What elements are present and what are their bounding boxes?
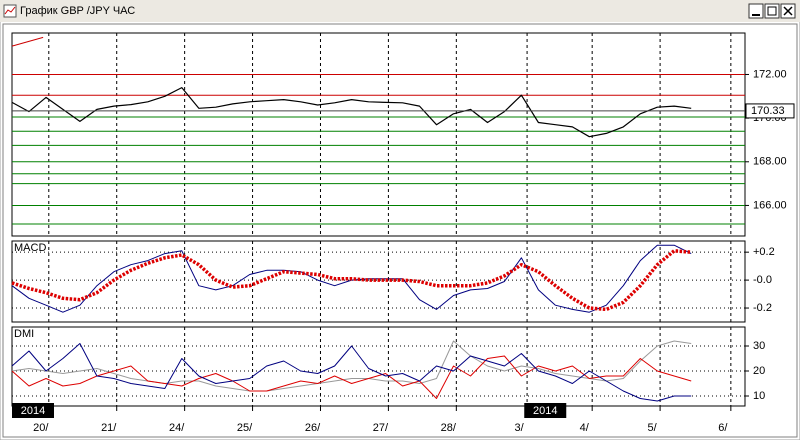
panel	[11, 32, 746, 237]
series-line	[11, 340, 692, 392]
year-marker-label: 2014	[533, 405, 557, 417]
panel	[11, 326, 746, 407]
x-tick-label: 21/	[101, 422, 117, 434]
series-line	[11, 355, 692, 399]
maximize-button[interactable]	[764, 3, 780, 19]
year-marker-box	[524, 403, 567, 418]
x-tick-label: 24/	[169, 422, 185, 434]
series-line	[11, 343, 692, 402]
x-tick-label: 20/	[33, 422, 49, 434]
x-tick-label: 5/	[648, 422, 658, 434]
y-tick-label: 10	[753, 390, 765, 402]
minimize-button[interactable]	[748, 3, 764, 19]
x-tick-label: 26/	[305, 422, 321, 434]
y-tick-label: 20	[753, 365, 765, 377]
close-button[interactable]	[780, 3, 796, 19]
maximize-glyph	[767, 6, 777, 16]
panel-title: MACD	[14, 242, 46, 254]
window-icon-glyph	[4, 6, 16, 15]
x-tick-label: 27/	[373, 422, 389, 434]
last-value-label: 170.33	[751, 105, 785, 117]
year-marker-box	[12, 403, 54, 418]
window-title: График GBP /JPY ЧАС	[20, 5, 135, 17]
y-tick-label: -0.0	[753, 274, 772, 286]
year-marker-label: 2014	[21, 405, 45, 417]
maximize-box[interactable]	[764, 3, 780, 19]
x-tick-label: 25/	[237, 422, 253, 434]
x-tick-label: 4/	[580, 422, 590, 434]
close-glyph	[783, 6, 793, 16]
x-tick-label: 6/	[718, 422, 728, 434]
y-tick-label: 166.00	[753, 199, 787, 211]
y-tick-label: 172.00	[753, 68, 787, 80]
x-tick-label: 3/	[514, 422, 524, 434]
y-tick-label: 168.00	[753, 156, 787, 168]
series-line	[11, 249, 692, 312]
title-bar	[0, 0, 800, 22]
x-tick-label: 28/	[441, 422, 457, 434]
series-line	[11, 87, 692, 138]
y-tick-label: -0.2	[753, 302, 772, 314]
y-tick-label: +0.2	[753, 246, 775, 258]
last-value-box	[745, 103, 795, 119]
panel-title: DMI	[14, 328, 34, 340]
trendline	[11, 36, 44, 47]
y-tick-label: 30	[753, 340, 765, 352]
